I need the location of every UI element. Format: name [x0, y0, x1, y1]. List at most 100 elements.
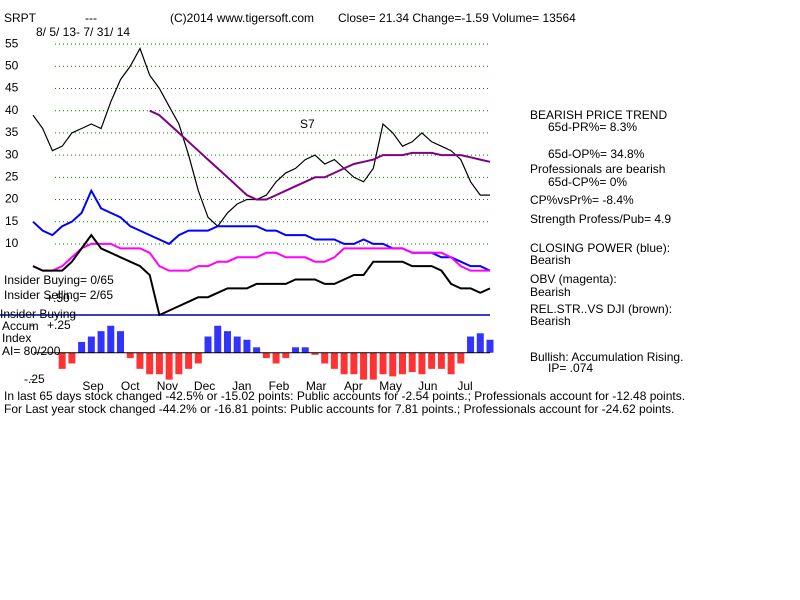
left-label: Index [2, 331, 31, 345]
accum-bar [204, 336, 212, 353]
left-label: Accum [2, 319, 39, 333]
accum-bar [486, 339, 494, 353]
accum-bar [350, 352, 358, 375]
annotation: S7 [300, 117, 315, 131]
accum-bar [292, 347, 300, 353]
dashes: --- [85, 11, 97, 25]
left-label: Insider Buying= 0/65 [4, 273, 114, 287]
accum-bar [87, 336, 95, 353]
side-text: Professionals are bearish [530, 162, 665, 176]
x-tick-label: Mar [306, 379, 327, 393]
y-tick-label: 45 [5, 81, 19, 95]
x-tick-label: Apr [344, 379, 363, 393]
accum-bar [253, 347, 261, 353]
y-tick-label: 10 [5, 236, 19, 250]
accum-bar [185, 352, 193, 369]
accum-bar [330, 352, 338, 369]
accum-bar [233, 336, 241, 353]
accum-tick-label: +.25 [47, 318, 71, 332]
side-text: 65d-CP%= 0% [548, 175, 627, 189]
y-tick-label: 15 [5, 214, 19, 228]
x-tick-label: Jun [418, 379, 437, 393]
side-text: IP= .074 [548, 361, 593, 375]
accum-bar [476, 333, 484, 353]
accum-bar [311, 352, 319, 355]
accum-bar [175, 352, 183, 375]
accum-bar [321, 352, 329, 364]
x-tick-label: May [379, 379, 402, 393]
accum-bar [428, 352, 436, 369]
date-range: 8/ 5/ 13- 7/ 31/ 14 [36, 25, 130, 39]
y-tick-label: 30 [5, 147, 19, 161]
accum-bar [136, 352, 144, 369]
accum-bar [418, 352, 426, 375]
side-text: BEARISH PRICE TREND [530, 108, 667, 122]
accum-bar [408, 352, 416, 373]
accum-bar [78, 341, 86, 353]
quote: Close= 21.34 Change=-1.59 Volume= 13564 [338, 11, 576, 25]
y-tick-label: 35 [5, 125, 19, 139]
accum-bar [194, 352, 202, 364]
accum-bar [107, 325, 115, 353]
accum-bar [97, 331, 105, 353]
side-text: Bearish [530, 285, 571, 299]
side-text: 65d-OP%= 34.8% [548, 147, 645, 161]
accum-bar [389, 352, 397, 377]
ticker: SRPT [4, 11, 37, 25]
side-text: CLOSING POWER (blue): [530, 241, 670, 255]
accum-bar [58, 352, 66, 369]
side-text: Bearish [530, 253, 571, 267]
y-tick-label: 25 [5, 170, 19, 184]
y-tick-label: 50 [5, 58, 19, 72]
accum-tick-label: -.25 [24, 372, 45, 386]
copyright: (C)2014 www.tigersoft.com [170, 11, 314, 25]
accum-bar [340, 352, 348, 375]
accum-bar [146, 352, 154, 375]
x-tick-label: Sep [82, 379, 104, 393]
left-label: Insider Buying [0, 307, 76, 321]
y-tick-label: 55 [5, 36, 19, 50]
x-tick-label: Feb [269, 379, 290, 393]
x-tick-label: Oct [121, 379, 140, 393]
accum-bar [214, 325, 222, 353]
x-tick-label: Nov [157, 379, 178, 393]
left-label: AI= 80/200 [2, 344, 61, 358]
x-tick-label: Jan [232, 379, 251, 393]
accum-bar [243, 339, 251, 353]
accum-bar [223, 331, 231, 353]
accum-bar [379, 352, 387, 375]
accum-bar [398, 352, 406, 375]
side-text: CP%vsPr%= -8.4% [530, 193, 634, 207]
footer-text: For Last year stock changed -44.2% or -1… [4, 402, 674, 416]
accum-bar [155, 352, 163, 375]
series-line [149, 109, 491, 201]
series-line [32, 233, 491, 317]
series-line [32, 47, 490, 228]
accum-bar [117, 331, 125, 353]
extra-label: +.50 [46, 291, 70, 305]
footer-text: In last 65 days stock changed -42.5% or … [4, 389, 685, 403]
x-tick-label: Jul [457, 379, 472, 393]
accum-bar [457, 352, 465, 364]
side-text: REL.STR..VS DJI (brown): [530, 302, 672, 316]
accum-bar [262, 352, 270, 359]
side-text: Bullish: Accumulation Rising. [530, 350, 683, 364]
accum-bar [369, 352, 377, 380]
accum-bar [272, 352, 280, 364]
y-tick-label: 40 [5, 103, 19, 117]
x-tick-label: Dec [194, 379, 215, 393]
accum-bar [68, 352, 76, 364]
accum-bar [165, 352, 173, 380]
left-label: Insider Selling= 2/65 [4, 288, 113, 302]
side-text: 65d-PR%= 8.3% [548, 120, 637, 134]
accum-bar [447, 352, 455, 375]
accum-bar [126, 352, 134, 359]
accum-bar [360, 352, 368, 380]
side-text: Strength Profess/Pub= 4.9 [530, 212, 671, 226]
accum-bar [301, 347, 309, 353]
y-tick-label: 20 [5, 192, 19, 206]
accum-bar [282, 352, 290, 359]
side-text: OBV (magenta): [530, 272, 617, 286]
series-line [32, 242, 490, 272]
